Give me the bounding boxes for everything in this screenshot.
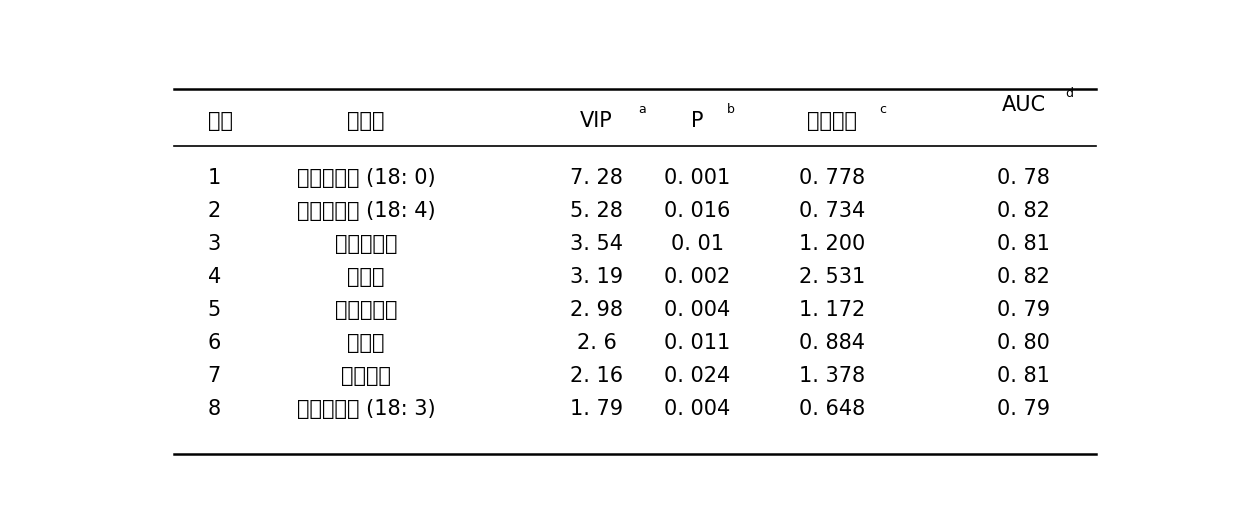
- Text: 1. 200: 1. 200: [799, 234, 865, 254]
- Text: 0. 024: 0. 024: [664, 366, 731, 386]
- Text: 溶血卵磷脂 (18: 4): 溶血卵磷脂 (18: 4): [297, 201, 435, 221]
- Text: 0. 81: 0. 81: [997, 366, 1051, 386]
- Text: 0. 016: 0. 016: [664, 201, 731, 221]
- Text: VIP: VIP: [580, 112, 613, 132]
- Text: 0. 82: 0. 82: [997, 201, 1051, 221]
- Text: 5. 28: 5. 28: [570, 201, 623, 221]
- Text: P: P: [691, 112, 704, 132]
- Text: 0. 001: 0. 001: [664, 168, 731, 188]
- Text: 二氢鞘氨醇: 二氢鞘氨醇: [335, 234, 398, 254]
- Text: 0. 734: 0. 734: [799, 201, 865, 221]
- Text: 0. 648: 0. 648: [799, 399, 865, 420]
- Text: 0. 79: 0. 79: [997, 399, 1051, 420]
- Text: 3. 19: 3. 19: [570, 267, 623, 287]
- Text: 0. 80: 0. 80: [997, 333, 1051, 353]
- Text: 棕榈酰胺: 棕榈酰胺: [341, 366, 392, 386]
- Text: 1. 79: 1. 79: [570, 399, 623, 420]
- Text: 2. 98: 2. 98: [570, 300, 623, 320]
- Text: 2. 16: 2. 16: [570, 366, 623, 386]
- Text: 胞嘧啶: 胞嘧啶: [347, 333, 385, 353]
- Text: 2: 2: [208, 201, 221, 221]
- Text: d: d: [1066, 86, 1073, 100]
- Text: c: c: [878, 103, 886, 116]
- Text: 3. 54: 3. 54: [570, 234, 623, 254]
- Text: 序号: 序号: [208, 112, 233, 132]
- Text: 2. 531: 2. 531: [799, 267, 865, 287]
- Text: 变化倍数: 变化倍数: [807, 112, 857, 132]
- Text: 0. 011: 0. 011: [664, 333, 731, 353]
- Text: 0. 778: 0. 778: [799, 168, 865, 188]
- Text: 8: 8: [208, 399, 221, 420]
- Text: 溶血卵磷脂 (18: 3): 溶血卵磷脂 (18: 3): [297, 399, 435, 420]
- Text: b: b: [727, 103, 735, 116]
- Text: 1. 378: 1. 378: [799, 366, 865, 386]
- Text: 1. 172: 1. 172: [799, 300, 865, 320]
- Text: 6: 6: [208, 333, 221, 353]
- Text: 7. 28: 7. 28: [570, 168, 623, 188]
- Text: 缬氨酸: 缬氨酸: [347, 267, 385, 287]
- Text: 0. 884: 0. 884: [799, 333, 865, 353]
- Text: 0. 004: 0. 004: [664, 399, 731, 420]
- Text: 0. 79: 0. 79: [997, 300, 1051, 320]
- Text: 0. 01: 0. 01: [670, 234, 724, 254]
- Text: 5: 5: [208, 300, 221, 320]
- Text: 0. 004: 0. 004: [664, 300, 731, 320]
- Text: AUC: AUC: [1002, 95, 1046, 115]
- Text: 0. 78: 0. 78: [997, 168, 1051, 188]
- Text: 2. 6: 2. 6: [576, 333, 617, 353]
- Text: 3: 3: [208, 234, 221, 254]
- Text: 7: 7: [208, 366, 221, 386]
- Text: 0. 002: 0. 002: [664, 267, 731, 287]
- Text: 植物鞘氨醇: 植物鞘氨醇: [335, 300, 398, 320]
- Text: 标志物: 标志物: [347, 112, 385, 132]
- Text: 1: 1: [208, 168, 221, 188]
- Text: 4: 4: [208, 267, 221, 287]
- Text: 0. 81: 0. 81: [997, 234, 1051, 254]
- Text: 0. 82: 0. 82: [997, 267, 1051, 287]
- Text: a: a: [638, 103, 646, 116]
- Text: 溶血卵磷脂 (18: 0): 溶血卵磷脂 (18: 0): [297, 168, 435, 188]
